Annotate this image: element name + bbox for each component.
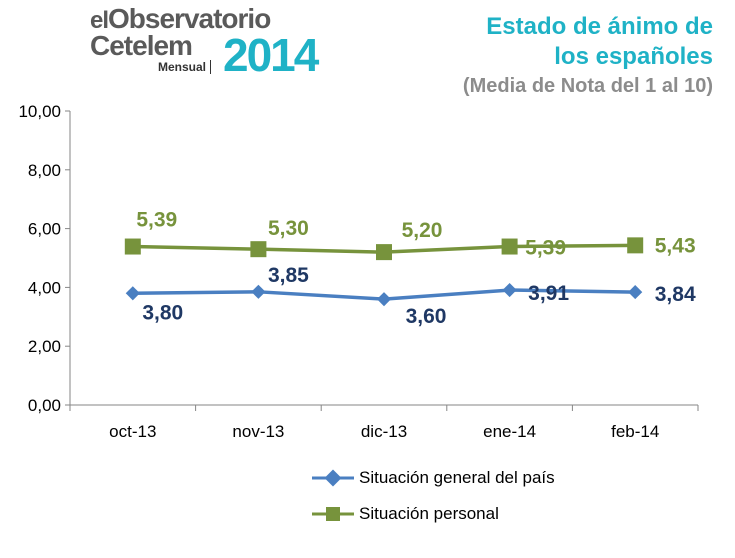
logo-title: Observatorio <box>108 3 271 34</box>
x-tick-label: nov-13 <box>232 422 284 441</box>
y-tick-label: 2,00 <box>28 337 61 356</box>
legend-swatch-general <box>312 469 354 487</box>
data-label-personal: 5,30 <box>268 217 309 240</box>
data-point-general <box>628 285 643 300</box>
y-tick-label: 8,00 <box>28 161 61 180</box>
legend-label-general: Situación general del país <box>359 468 555 487</box>
data-point-personal <box>627 237 644 254</box>
x-tick-label: feb-14 <box>611 422 659 441</box>
data-point-personal <box>376 244 392 261</box>
data-label-personal: 5,43 <box>655 234 696 257</box>
y-tick-label: 6,00 <box>28 220 61 239</box>
chart-title-line1: Estado de ánimo de <box>486 13 713 40</box>
data-point-general <box>502 282 517 298</box>
legend-label-personal: Situación personal <box>359 504 499 523</box>
x-tick-label: oct-13 <box>109 422 156 441</box>
data-label-general: 3,60 <box>406 305 447 328</box>
data-label-general: 3,91 <box>528 282 569 305</box>
observatorio-cetelem-logo: elObservatorio Cetelem Mensual 2014 <box>90 3 340 81</box>
x-tick-label: dic-13 <box>361 422 407 441</box>
y-tick-label: 0,00 <box>28 396 61 415</box>
data-point-personal <box>124 238 141 255</box>
logo-prefix: el <box>90 7 109 34</box>
x-tick-label: ene-14 <box>483 422 536 441</box>
y-tick-label: 4,00 <box>28 278 61 297</box>
data-label-general: 3,80 <box>142 301 183 324</box>
data-label-personal: 5,20 <box>402 219 443 242</box>
data-point-general <box>251 284 266 299</box>
data-label-general: 3,84 <box>655 283 696 306</box>
chart-subtitle: (Media de Nota del 1 al 10) <box>462 75 713 97</box>
data-point-personal <box>250 241 267 258</box>
chart-title-line2: los españoles <box>554 43 713 70</box>
logo-brand: Cetelem <box>90 30 193 61</box>
data-label-personal: 5,39 <box>136 209 177 232</box>
logo-subtitle: Mensual <box>158 60 212 74</box>
legend-swatch-personal <box>312 507 354 521</box>
data-label-personal: 5,39 <box>525 237 566 260</box>
data-label-general: 3,85 <box>268 264 309 287</box>
chart-title-block: Estado de ánimo de los españoles (Media … <box>463 12 713 100</box>
logo-year: 2014 <box>223 29 319 81</box>
data-point-personal <box>501 238 518 255</box>
data-point-general <box>125 286 140 301</box>
data-point-general <box>376 292 392 307</box>
y-tick-label: 10,00 <box>18 102 61 121</box>
